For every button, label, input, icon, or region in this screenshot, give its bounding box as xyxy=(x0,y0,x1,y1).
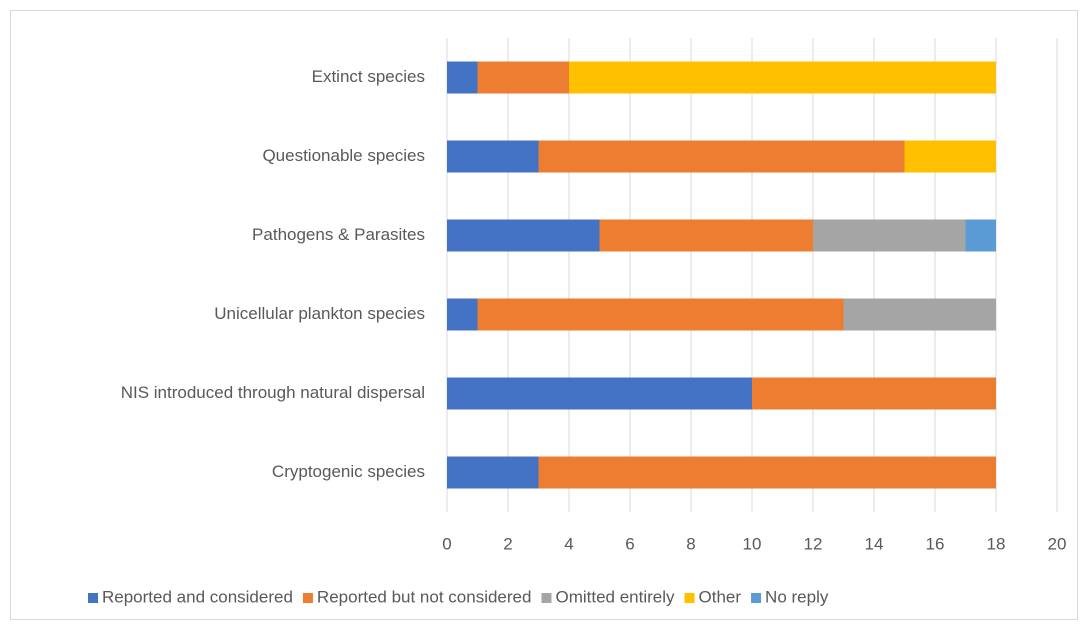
bar-segment xyxy=(965,219,996,252)
bar-segment xyxy=(538,456,996,489)
bar-segment xyxy=(447,140,539,173)
labels: 0 2 4 6 8 10 12 14 16 18 20 Extinct species Question… xyxy=(121,67,1067,554)
bar-segment xyxy=(904,140,996,173)
legend-swatch xyxy=(751,593,762,603)
bars xyxy=(447,61,996,489)
grid xyxy=(446,38,1058,512)
y-tick-label: Pathogens & Parasites xyxy=(252,225,425,244)
bar-segment xyxy=(447,377,752,410)
bar-segment xyxy=(447,61,478,94)
x-tick-label: 10 xyxy=(743,534,762,553)
y-tick-label: Extinct species xyxy=(312,67,425,86)
x-tick-label: 14 xyxy=(865,534,884,553)
bar-segment xyxy=(477,61,569,94)
legend-label: Reported but not considered xyxy=(317,587,532,606)
legend-label: Reported and considered xyxy=(102,587,293,606)
legend-label: No reply xyxy=(765,587,829,606)
bar-segment xyxy=(477,298,844,331)
x-tick-label: 12 xyxy=(804,534,823,553)
legend-swatch xyxy=(684,593,695,603)
legend-swatch xyxy=(88,593,98,603)
x-tick-label: 8 xyxy=(686,534,695,553)
bar-segment xyxy=(538,140,905,173)
bar-segment xyxy=(447,219,600,252)
bar-segment xyxy=(843,298,996,331)
x-tick-label: 2 xyxy=(503,534,512,553)
y-tick-label: Questionable species xyxy=(262,146,425,165)
x-tick-label: 6 xyxy=(625,534,634,553)
bar-segment xyxy=(813,219,966,252)
legend-swatch xyxy=(302,593,313,603)
x-tick-label: 0 xyxy=(442,534,451,553)
y-tick-label: Cryptogenic species xyxy=(272,462,425,481)
bar-segment xyxy=(599,219,813,252)
bar-segment xyxy=(569,61,996,94)
y-tick-label: Unicellular plankton species xyxy=(214,304,425,323)
legend-swatch xyxy=(541,593,552,603)
x-tick-label: 18 xyxy=(987,534,1006,553)
legend-label: Other xyxy=(699,587,742,606)
x-tick-label: 20 xyxy=(1048,534,1067,553)
y-tick-label: NIS introduced through natural dispersal xyxy=(121,383,425,402)
bar-segment xyxy=(752,377,996,410)
legend: Reported and considered Reported but not … xyxy=(88,587,829,606)
bar-segment xyxy=(447,298,478,331)
bar-segment xyxy=(447,456,539,489)
x-tick-label: 4 xyxy=(564,534,573,553)
x-tick-label: 16 xyxy=(926,534,945,553)
legend-label: Omitted entirely xyxy=(555,587,675,606)
